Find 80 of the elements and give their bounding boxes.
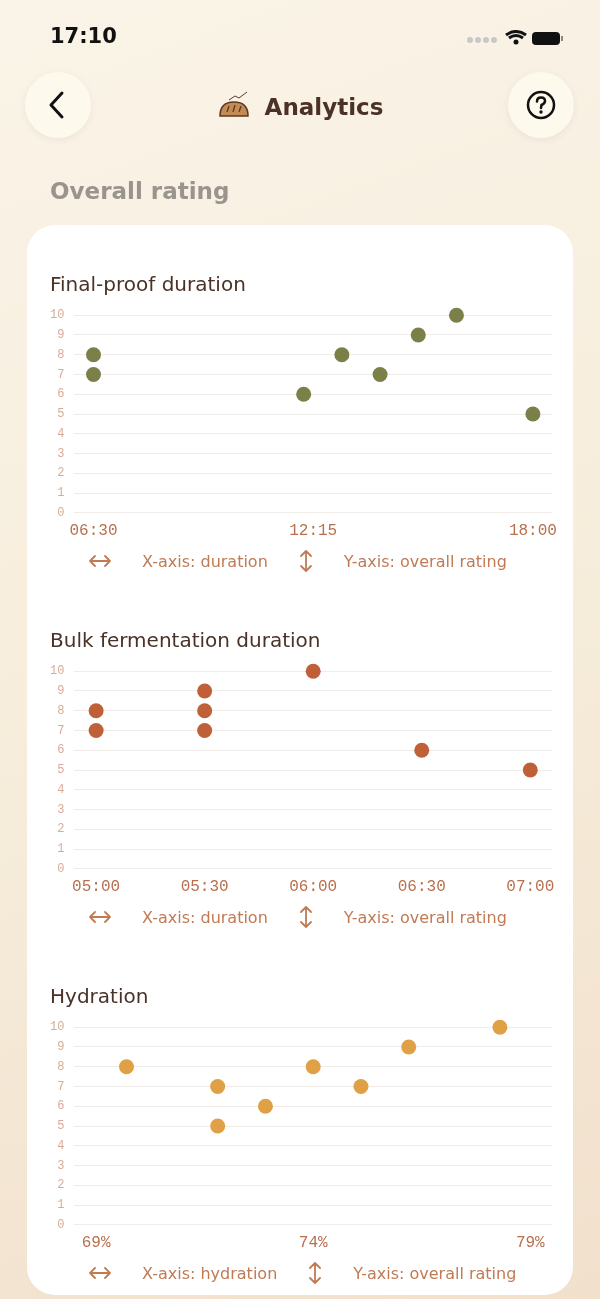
y-tick-label: 9 (57, 328, 65, 343)
x-tick-label: 07:00 (506, 877, 555, 896)
x-tick-label: 06:30 (69, 521, 118, 540)
x-tick-label: 05:30 (180, 877, 229, 896)
point (197, 703, 213, 719)
y-tick-label: 6 (57, 387, 65, 402)
y-tick-label: 10 (50, 1020, 65, 1035)
x-tick-label: 12:15 (289, 521, 338, 540)
y-tick-label: 1 (57, 1198, 65, 1213)
point (197, 722, 213, 738)
x-tick-label: 06:00 (289, 877, 338, 896)
y-tick-label: 0 (57, 505, 65, 520)
x-tick-label: 74% (298, 1233, 328, 1252)
x-tick-label: 18:00 (508, 521, 557, 540)
point (210, 1078, 226, 1094)
y-tick-label: 5 (57, 763, 65, 778)
point (197, 683, 213, 699)
text: Y-axis: overall rating (343, 907, 507, 927)
x-tick-label: 69% (81, 1233, 111, 1252)
chart-title: Final-proof duration (49, 271, 247, 298)
point (414, 742, 430, 758)
text: Overall rating (50, 178, 230, 204)
point (410, 327, 426, 343)
text: X-axis: duration (142, 551, 268, 571)
y-tick-label: 8 (57, 703, 65, 718)
point (257, 1098, 273, 1114)
text: X-axis: duration (142, 907, 268, 927)
y-tick-label: 0 (57, 861, 65, 876)
y-tick-label: 5 (57, 1119, 65, 1134)
point (372, 366, 388, 382)
text: X-axis: hydration (142, 1263, 278, 1283)
text: Analytics (263, 93, 385, 120)
y-tick-label: 3 (57, 1158, 65, 1173)
y-tick-label: 9 (57, 684, 65, 699)
text: 17:10 (50, 24, 117, 48)
y-tick-label: 4 (57, 426, 65, 441)
point (401, 1039, 417, 1055)
y-tick-label: 1 (57, 486, 65, 501)
y-tick-label: 10 (50, 664, 65, 679)
y-tick-label: 2 (57, 466, 65, 481)
y-tick-label: 2 (57, 1178, 65, 1193)
y-tick-label: 1 (57, 842, 65, 857)
point (522, 762, 538, 778)
y-tick-label: 7 (57, 1079, 65, 1094)
y-tick-label: 5 (57, 407, 65, 422)
y-tick-label: 7 (57, 367, 65, 382)
point (210, 1118, 226, 1134)
chart-title: Hydration (49, 983, 150, 1010)
text: Y-axis: overall rating (343, 551, 507, 571)
point (305, 663, 321, 679)
point (492, 1019, 508, 1035)
y-tick-label: 0 (57, 1217, 65, 1232)
x-tick-label: 05:00 (72, 877, 121, 896)
y-tick-label: 6 (57, 743, 65, 758)
x-tick-label: 79% (515, 1233, 546, 1252)
chart-title: Bulk fermentation duration (49, 627, 322, 654)
point (86, 366, 102, 382)
y-tick-label: 8 (57, 1059, 65, 1074)
point (88, 703, 104, 719)
point (448, 307, 464, 323)
point (86, 347, 102, 363)
point (119, 1059, 134, 1075)
point (305, 1059, 321, 1075)
point (334, 347, 350, 363)
y-tick-label: 8 (57, 347, 65, 362)
y-tick-label: 9 (57, 1040, 65, 1055)
point (296, 386, 312, 402)
point (88, 722, 104, 738)
text: Y-axis: overall rating (353, 1263, 517, 1283)
y-tick-label: 6 (57, 1099, 65, 1114)
y-tick-label: 7 (57, 723, 65, 738)
y-tick-label: 3 (57, 802, 65, 817)
x-tick-label: 06:30 (397, 877, 446, 896)
y-tick-label: 3 (57, 446, 65, 461)
point (525, 406, 541, 422)
y-tick-label: 10 (50, 308, 65, 323)
point (353, 1078, 369, 1094)
y-tick-label: 4 (57, 782, 65, 797)
y-tick-label: 2 (57, 822, 65, 837)
y-tick-label: 4 (57, 1138, 65, 1153)
